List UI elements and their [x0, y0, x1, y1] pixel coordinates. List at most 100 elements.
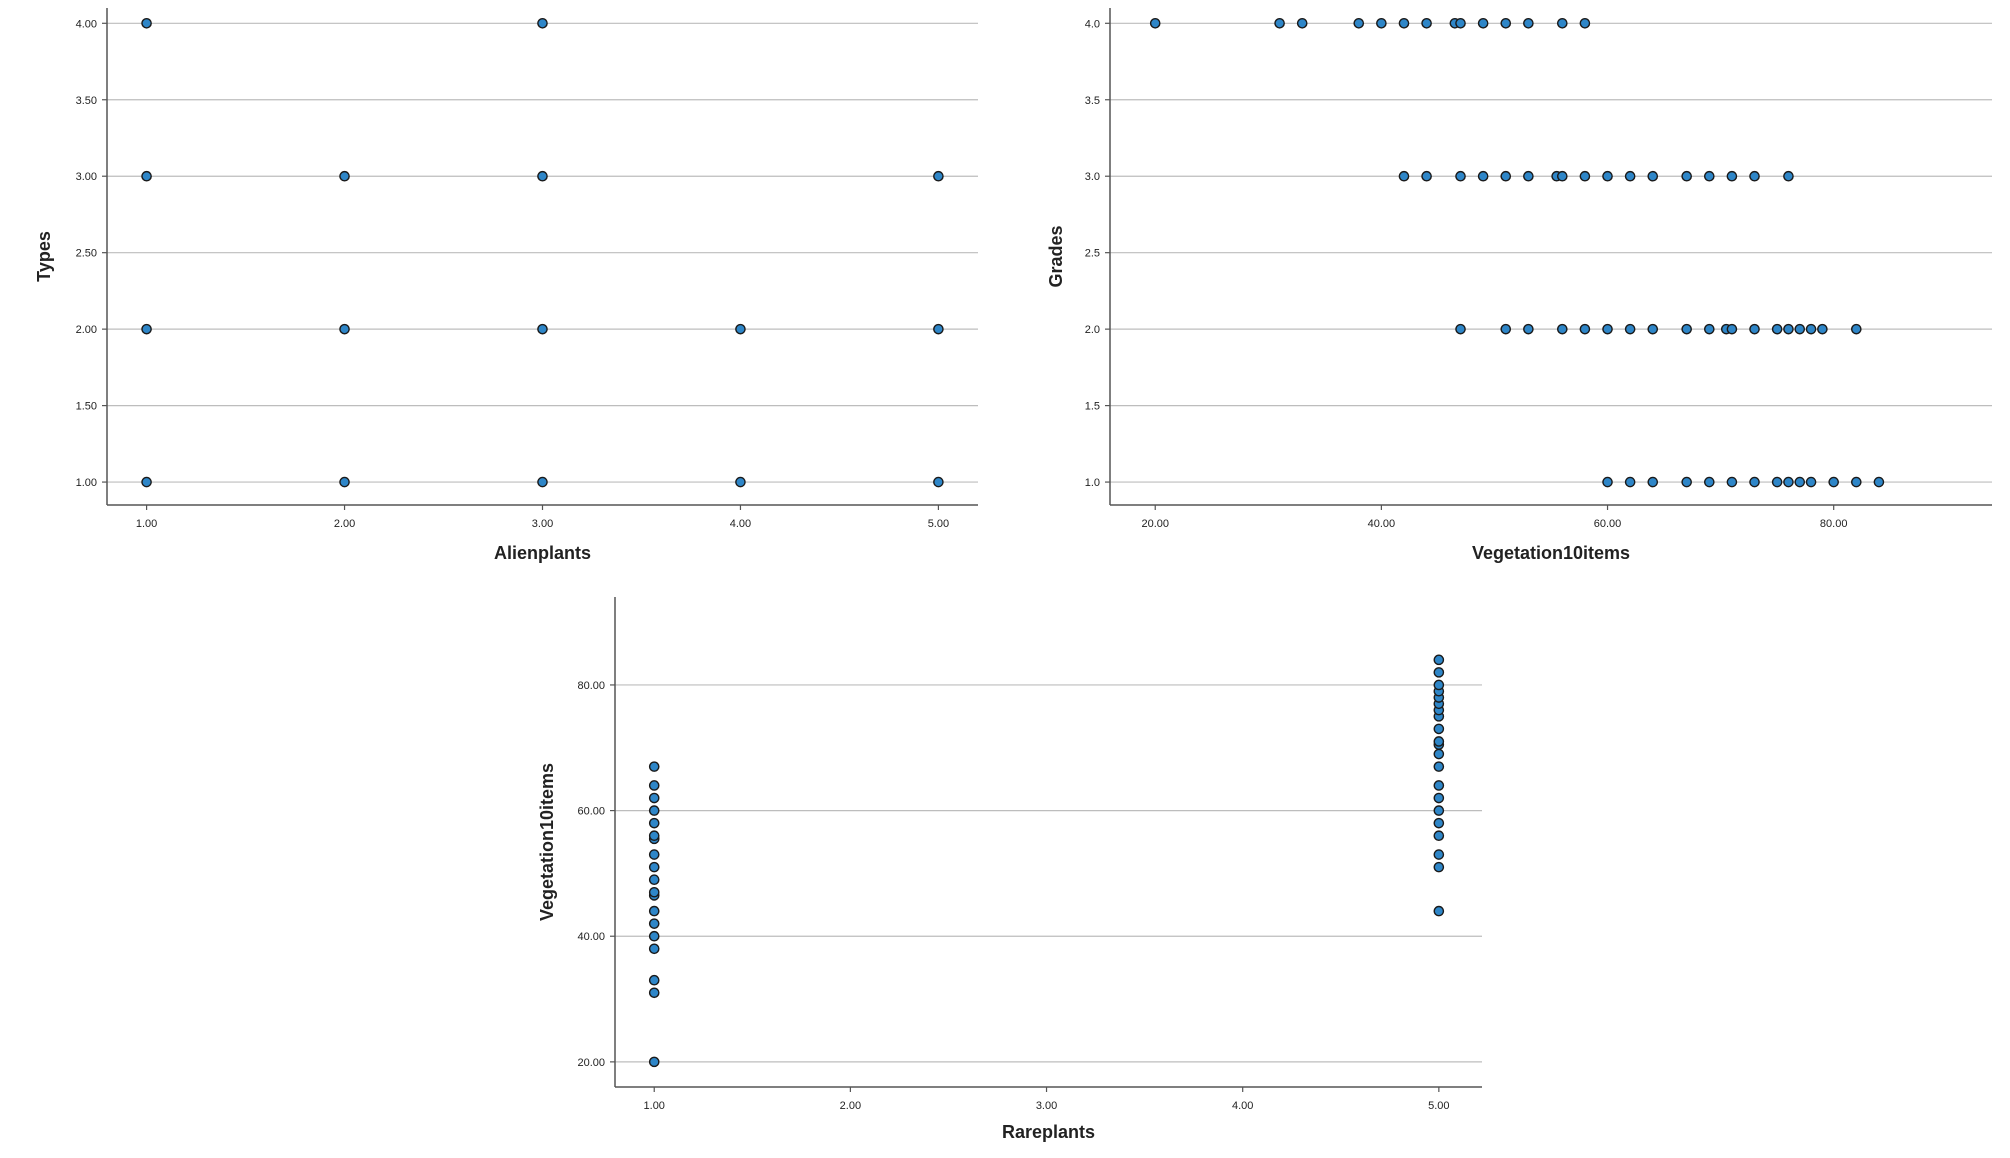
data-point — [339, 170, 350, 182]
data-point — [141, 476, 152, 488]
data-point — [933, 170, 944, 182]
data-point — [1647, 170, 1659, 182]
data-point — [1500, 17, 1512, 29]
data-point — [1523, 323, 1534, 335]
data-point — [1455, 17, 1466, 29]
data-point — [648, 805, 660, 816]
data-point — [1433, 830, 1445, 842]
y-tick-label: 1.00 — [76, 477, 97, 489]
data-point — [648, 1056, 660, 1068]
data-point — [1749, 170, 1760, 182]
x-tick-label: 3.00 — [1036, 1100, 1057, 1112]
data-point — [1296, 17, 1308, 29]
data-point — [648, 886, 660, 898]
data-point — [1433, 905, 1445, 917]
data-point — [1726, 323, 1738, 335]
data-point — [1794, 323, 1806, 335]
data-point — [1274, 17, 1285, 29]
data-point — [1455, 170, 1466, 182]
x-axis-title: Vegetation10items — [1472, 543, 1630, 563]
x-axis-title: Rareplants — [1002, 1122, 1095, 1142]
data-point — [1433, 723, 1445, 735]
data-point — [648, 987, 660, 999]
data-point — [648, 849, 660, 860]
data-point — [1602, 323, 1613, 335]
y-tick-label: 3.50 — [76, 95, 97, 107]
data-point — [1579, 17, 1591, 29]
data-point — [1624, 476, 1636, 488]
data-point — [537, 170, 548, 182]
x-tick-label: 5.00 — [1428, 1100, 1449, 1112]
data-point — [1455, 323, 1466, 335]
data-point — [648, 830, 660, 842]
y-axis-title: Types — [34, 231, 54, 282]
data-point — [537, 323, 548, 335]
data-point — [1704, 476, 1715, 488]
data-point — [1579, 170, 1591, 182]
y-tick-label: 4.00 — [76, 18, 97, 30]
data-point — [1557, 17, 1568, 29]
data-point — [1433, 861, 1445, 873]
data-point — [1433, 748, 1445, 760]
data-point — [1500, 170, 1512, 182]
data-point — [1783, 323, 1794, 335]
y-tick-label: 3.00 — [76, 171, 97, 183]
data-point — [1602, 476, 1613, 488]
y-tick-label: 1.50 — [76, 401, 97, 413]
data-point — [1477, 170, 1489, 182]
data-point — [1647, 476, 1659, 488]
data-point — [1477, 17, 1489, 29]
data-point — [1624, 170, 1636, 182]
data-point — [1433, 736, 1445, 747]
data-point — [648, 861, 660, 873]
x-tick-label: 5.00 — [928, 518, 949, 530]
data-point — [1805, 323, 1817, 335]
y-tick-label: 60.00 — [577, 806, 605, 818]
data-point — [1783, 476, 1794, 488]
data-point — [648, 974, 660, 986]
chart-grades-vs-vegetation10items: 1.0 1.5 2.0 2.5 3.0 3.5 4.0 20.00 40.00 60.00 80.0… — [1046, 8, 1992, 563]
data-point — [1828, 476, 1839, 488]
data-point — [537, 476, 548, 488]
x-tick-label: 20.00 — [1141, 518, 1169, 530]
data-point — [1433, 817, 1445, 829]
y-tick-label: 2.00 — [76, 324, 97, 336]
data-point — [933, 476, 944, 488]
x-tick-label: 3.00 — [532, 518, 553, 530]
data-point — [1851, 476, 1862, 488]
data-point — [1353, 17, 1365, 29]
data-point — [1726, 476, 1738, 488]
y-axis-title: Vegetation10items — [537, 763, 557, 921]
data-point — [1500, 323, 1512, 335]
data-point — [1149, 17, 1161, 29]
data-point — [648, 761, 660, 772]
data-point — [1624, 323, 1636, 335]
x-tick-label: 60.00 — [1594, 518, 1622, 530]
y-tick-label: 40.00 — [577, 931, 605, 943]
data-point — [339, 323, 350, 335]
data-point — [339, 476, 350, 488]
data-point — [648, 817, 660, 829]
data-point — [933, 323, 944, 335]
y-tick-label: 80.00 — [577, 680, 605, 692]
data-point — [1421, 170, 1432, 182]
y-tick-label: 4.0 — [1085, 18, 1100, 30]
data-point — [1704, 323, 1715, 335]
chart-types-vs-alienplants: 1.00 1.50 2.00 2.50 3.00 3.50 4.00 1.00 2.00 3.00… — [34, 8, 978, 563]
data-point — [648, 930, 660, 942]
data-point — [1681, 323, 1692, 335]
y-axis-title: Grades — [1046, 225, 1066, 287]
x-tick-label: 4.00 — [1232, 1100, 1253, 1112]
data-point — [648, 792, 660, 804]
data-point — [1681, 476, 1692, 488]
data-point — [141, 170, 152, 182]
data-point — [1523, 17, 1534, 29]
y-tick-label: 1.0 — [1085, 477, 1100, 489]
data-point — [1433, 805, 1445, 816]
data-point — [1398, 170, 1410, 182]
data-point — [1433, 792, 1445, 804]
data-point — [1602, 170, 1613, 182]
data-point — [648, 780, 660, 791]
data-point — [735, 323, 746, 335]
